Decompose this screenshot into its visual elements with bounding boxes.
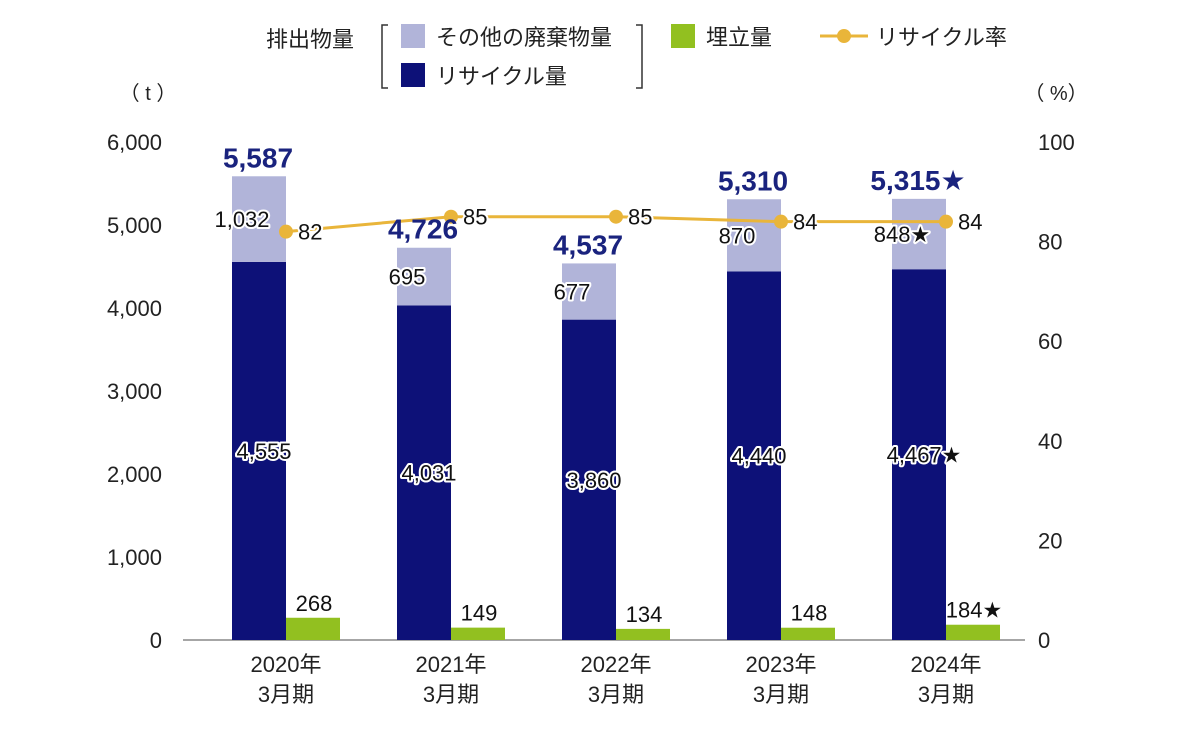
bar-landfill [616,628,670,640]
data-labels: 4,555 1,032 5,587 268 4,031 695 4,726 149 3,860 6… [212,142,1002,627]
rate-marker [609,209,623,224]
landfill-value-label: 149 [461,601,498,626]
rate-marker [939,214,953,229]
other-value-label: 870 [719,223,756,248]
right-tick-label: 100 [1038,130,1075,155]
bar-landfill [451,627,505,640]
x-category-label: 2024年 [911,652,982,677]
x-category-label: 3月期 [753,682,809,707]
recycle-value-label: 4,440 [731,444,786,469]
left-axis-ticks: 0 1,000 2,000 3,000 4,000 5,000 6,000 [107,130,162,653]
legend-landfill-label: 埋立量 [706,25,772,50]
total-value-label: 5,587 [223,142,293,173]
other-value-label: 677 [554,280,591,305]
total-value-label: 4,726 [388,214,458,245]
landfill-value-label: 148 [791,601,828,626]
bar-other [232,176,286,262]
x-category-label: 2023年 [746,652,817,677]
other-value-label: 848★ [874,222,930,247]
bar-recycle [727,271,781,640]
bar-other [397,247,451,306]
bars [232,176,1000,640]
left-tick-label: 2,000 [107,462,162,487]
x-category-label: 3月期 [588,682,644,707]
left-tick-label: 4,000 [107,296,162,321]
rate-line-series [279,209,953,239]
rate-value-label: 84 [793,210,817,235]
right-tick-label: 0 [1038,628,1050,653]
bar-landfill [286,617,340,640]
rate-marker [444,209,458,224]
recycle-value-label: 3,860 [566,468,621,493]
right-tick-label: 20 [1038,528,1062,553]
landfill-value-label: 184★ [946,598,1002,623]
recycle-value-label: 4,467★ [887,443,962,468]
rate-marker [279,224,293,239]
rate-marker [774,214,788,229]
total-value-label: 4,537 [553,229,623,260]
left-tick-label: 3,000 [107,379,162,404]
legend-bracket-right [636,24,643,89]
x-category-label: 2021年 [416,652,487,677]
total-value-label: 5,310 [718,165,788,196]
x-category-label: 2022年 [581,652,652,677]
legend-recycle-label: リサイクル量 [436,64,567,89]
x-category-label: 3月期 [918,682,974,707]
bar-other [562,263,616,320]
bar-recycle [232,261,286,640]
legend-other-swatch [401,24,425,48]
rate-value-label: 84 [958,210,982,235]
right-axis-ticks: 0 20 40 60 80 100 [1038,130,1075,653]
right-tick-label: 60 [1038,329,1062,354]
landfill-value-label: 134 [626,602,663,627]
x-category-label: 3月期 [258,682,314,707]
legend-bracket-left [381,24,388,89]
landfill-value-label: 268 [296,591,333,616]
recycle-value-label: 4,555 [236,439,291,464]
bar-recycle [892,269,946,640]
x-axis-categories: 2020年 3月期 2021年 3月期 2022年 3月期 2023年 3月期 2024年 3月期 [251,652,982,707]
left-tick-label: 1,000 [107,545,162,570]
bar-other [727,199,781,272]
bar-recycle [397,305,451,640]
left-tick-label: 0 [150,628,162,653]
rate-value-label: 82 [298,220,322,245]
left-tick-label: 6,000 [107,130,162,155]
legend-rate-marker [837,29,851,43]
right-tick-label: 80 [1038,230,1062,255]
bar-landfill [946,624,1000,640]
rate-value-label: 85 [463,205,487,230]
bar-recycle [562,319,616,640]
bar-landfill [781,627,835,640]
legend-rate-label: リサイクル率 [876,25,1007,50]
left-axis-unit: （ t ） [120,82,177,105]
legend-landfill-swatch [671,24,695,48]
other-value-label: 695 [389,265,426,290]
other-value-label: 1,032 [214,207,269,232]
right-tick-label: 40 [1038,429,1062,454]
x-category-label: 2020年 [251,652,322,677]
left-tick-label: 5,000 [107,213,162,238]
recycle-value-label: 4,031 [401,461,456,486]
legend: 排出物量 その他の廃棄物量 リサイクル量 埋立量 リサイクル率 [266,24,1007,89]
rate-value-label: 85 [628,205,652,230]
legend-recycle-swatch [401,63,425,87]
legend-other-label: その他の廃棄物量 [436,25,612,50]
total-value-label: 5,315★ [870,165,965,196]
x-category-label: 3月期 [423,682,479,707]
right-axis-unit: （ %） [1024,82,1087,105]
bar-other [892,198,946,270]
legend-group-label: 排出物量 [266,27,354,52]
